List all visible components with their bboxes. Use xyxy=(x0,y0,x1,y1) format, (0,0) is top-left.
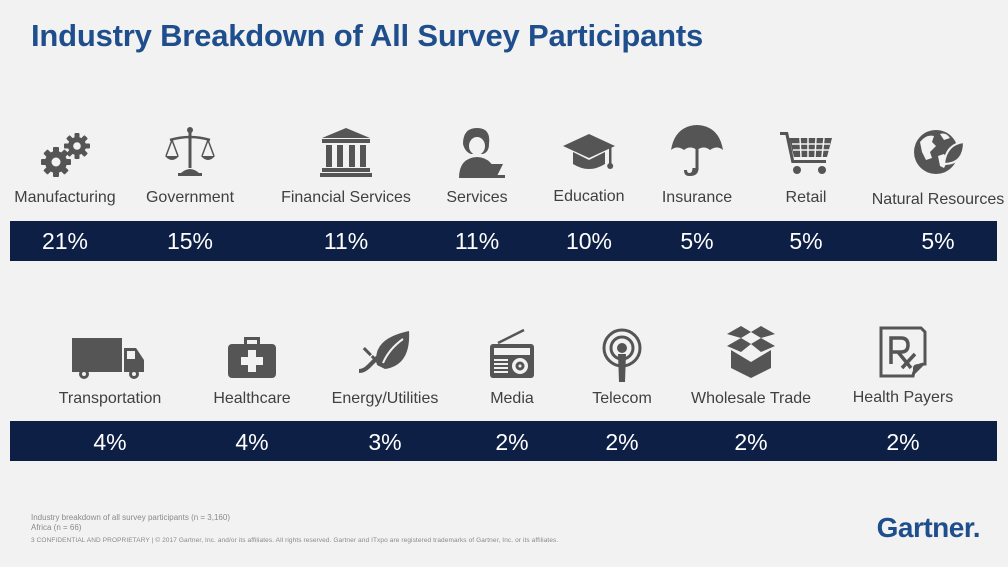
industry-label: Government xyxy=(145,189,235,206)
value-bar-row-1 xyxy=(10,221,997,261)
prescription-icon xyxy=(875,324,931,380)
bank-icon xyxy=(318,124,374,180)
page-title: Industry Breakdown of All Survey Partici… xyxy=(31,18,704,53)
industry-label: Retail xyxy=(785,189,827,206)
footnote-sample-size: Industry breakdown of all survey partici… xyxy=(31,513,230,522)
industry-label: Media xyxy=(490,390,534,407)
antenna-icon xyxy=(594,326,650,382)
truck-icon xyxy=(70,326,150,382)
scales-icon xyxy=(162,124,218,180)
industry-label: Energy/Utilities xyxy=(331,390,439,407)
industry-value: 5% xyxy=(921,228,955,254)
industry-label: Manufacturing xyxy=(14,189,116,206)
industry-value: 2% xyxy=(886,429,920,455)
industry-label: Telecom xyxy=(592,390,652,407)
industry-label: Transportation xyxy=(58,390,162,407)
industry-value: 2% xyxy=(495,429,529,455)
industry-value: 2% xyxy=(605,429,639,455)
footnote-africa: Africa (n = 66) xyxy=(31,523,82,532)
industry-value: 21% xyxy=(41,228,89,254)
gears-icon xyxy=(37,127,93,183)
industry-label: Financial Services xyxy=(281,189,411,206)
medical-kit-icon xyxy=(224,327,280,383)
industry-label: Natural Resources xyxy=(871,191,1005,208)
industry-value: 2% xyxy=(734,429,768,455)
gartner-logo: Gartner. xyxy=(876,512,981,544)
industry-value: 4% xyxy=(93,429,127,455)
industry-value: 5% xyxy=(680,228,714,254)
logo-dot: . xyxy=(972,512,981,543)
logo-text: Gartner xyxy=(876,512,974,543)
globe-leaf-icon xyxy=(910,124,966,180)
industry-value: 11% xyxy=(323,228,369,254)
umbrella-icon xyxy=(669,122,725,178)
industry-value: 15% xyxy=(166,228,214,254)
legal-footer: 3 CONFIDENTIAL AND PROPRIETARY | © 2017 … xyxy=(31,537,559,544)
boxes-icon xyxy=(723,322,779,378)
industry-label: Insurance xyxy=(661,189,733,206)
industry-value: 11% xyxy=(454,228,500,254)
industry-label: Health Payers xyxy=(852,389,954,406)
industry-label: Healthcare xyxy=(213,390,291,407)
radio-icon xyxy=(484,326,540,382)
leaf-plug-icon xyxy=(357,325,413,381)
shopping-cart-icon xyxy=(778,124,834,180)
industry-label: Wholesale Trade xyxy=(690,390,812,407)
value-bar-row-2 xyxy=(10,421,997,461)
industry-label: Services xyxy=(446,189,508,206)
person-laptop-icon xyxy=(449,124,505,180)
industry-value: 10% xyxy=(565,228,613,254)
industry-value: 3% xyxy=(368,429,402,455)
industry-value: 5% xyxy=(789,228,823,254)
graduation-cap-icon xyxy=(561,124,617,180)
industry-value: 4% xyxy=(235,429,269,455)
industry-label: Education xyxy=(553,188,625,205)
